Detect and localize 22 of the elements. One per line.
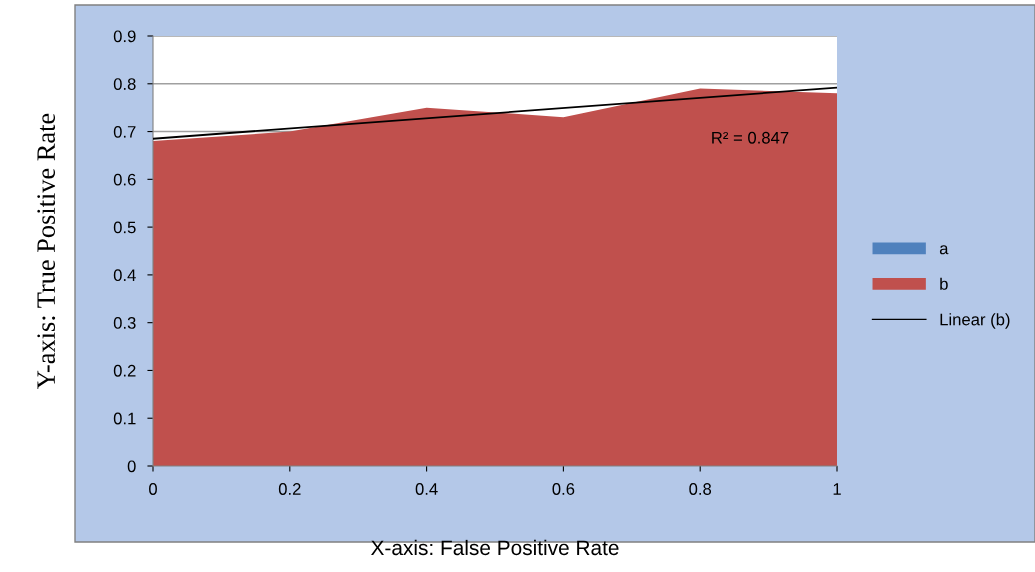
y-tick-label: 0.9 — [113, 30, 136, 43]
y-tick-label: 0.5 — [113, 221, 136, 234]
x-tick-label: 0.6 — [552, 483, 575, 495]
x-axis-title: X-axis: False Positive Rate — [371, 539, 619, 556]
legend-label: b — [940, 277, 948, 290]
x-tick-label: 0.2 — [278, 483, 301, 495]
x-tick-label: 1 — [833, 483, 841, 495]
x-tick-label: 0.8 — [689, 483, 712, 495]
y-tick-label: 0.6 — [113, 173, 136, 186]
legend-label: Linear (b) — [940, 313, 1010, 329]
legend-label: a — [939, 245, 949, 255]
y-tick-label: 0.8 — [113, 78, 136, 90]
y-tick-label: 0.4 — [113, 269, 136, 282]
y-tick-label: 0.2 — [113, 364, 136, 377]
x-tick-label: 0 — [149, 483, 157, 495]
y-tick-label: 0 — [127, 460, 136, 473]
y-tick-label: 0.7 — [113, 125, 136, 138]
y-tick-label: 0.3 — [113, 317, 136, 329]
x-tick-label: 0.4 — [415, 483, 438, 495]
y-tick-label: 0.1 — [113, 412, 136, 425]
annotation: R² = 0.847 — [712, 131, 789, 144]
y-axis-title: Y-axis: True Positive Rate — [37, 113, 56, 389]
